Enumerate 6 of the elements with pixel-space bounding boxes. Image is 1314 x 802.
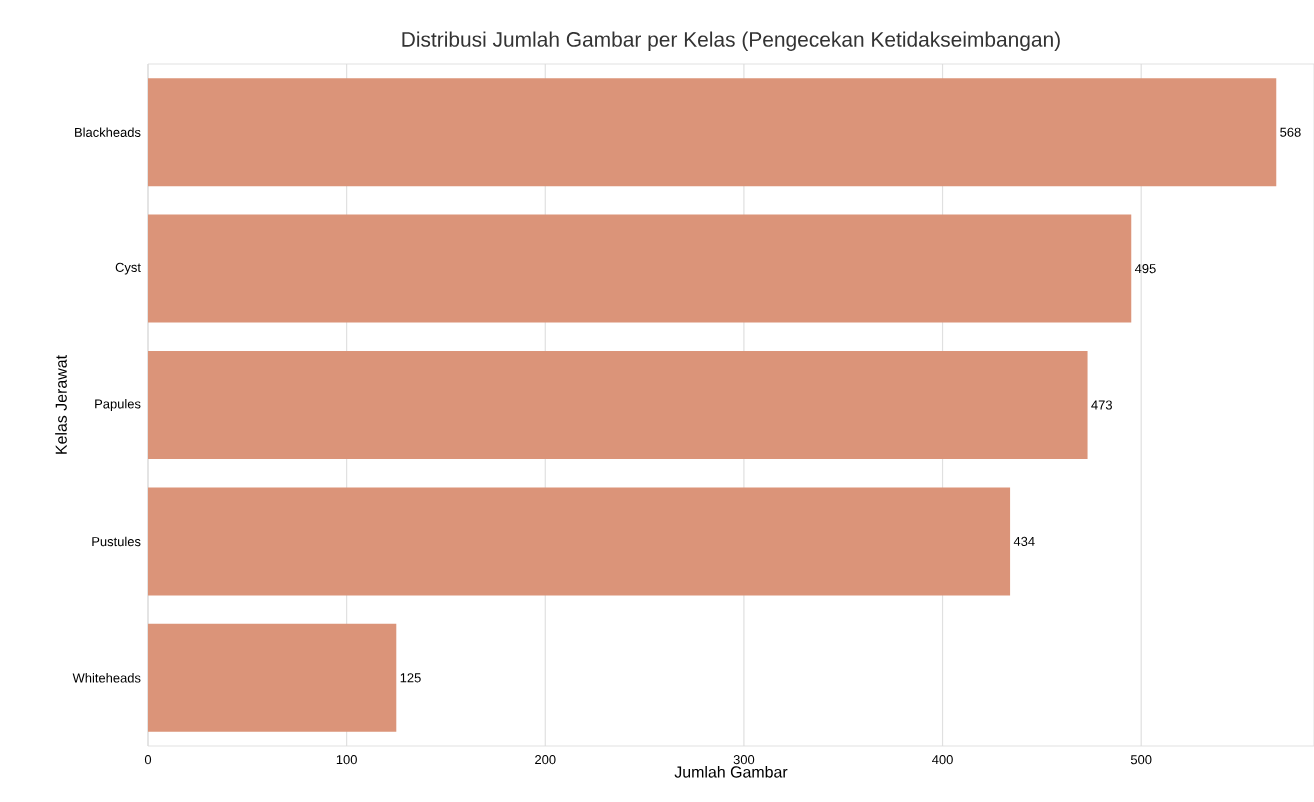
bar bbox=[148, 214, 1132, 323]
bar bbox=[148, 623, 397, 732]
bar bbox=[148, 487, 1011, 596]
chart-title: Distribusi Jumlah Gambar per Kelas (Pengecekan Ketidakseimbangan) bbox=[402, 31, 1060, 51]
bar bbox=[148, 351, 1088, 460]
bar bbox=[148, 78, 1277, 187]
